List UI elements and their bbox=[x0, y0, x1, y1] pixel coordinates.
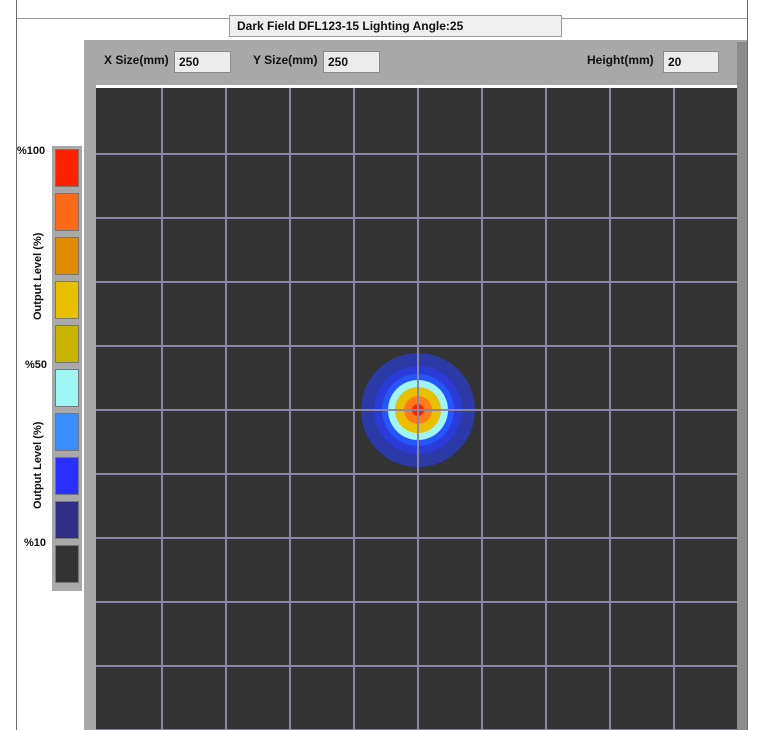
color-scale-swatch bbox=[55, 457, 79, 495]
y-size-label: Y Size(mm) bbox=[253, 53, 318, 67]
legend-10-label: %10 bbox=[24, 537, 47, 549]
output-level-axis-label-lower: Output Level (%) bbox=[32, 421, 44, 509]
color-scale-swatch bbox=[55, 413, 79, 451]
x-size-field[interactable]: 250 bbox=[174, 51, 231, 73]
plot-frame-edge bbox=[737, 42, 747, 730]
plot-top-edge bbox=[96, 85, 737, 88]
height-label: Height(mm) bbox=[587, 53, 654, 67]
window-left-border bbox=[16, 0, 17, 730]
y-size-field[interactable]: 250 bbox=[323, 51, 380, 73]
intensity-plot bbox=[96, 88, 737, 730]
color-scale-swatch bbox=[55, 281, 79, 319]
height-field[interactable]: 20 bbox=[663, 51, 719, 73]
output-level-axis-label-upper: Output Level (%) bbox=[32, 232, 44, 320]
color-scale-swatch bbox=[55, 325, 79, 363]
x-size-label: X Size(mm) bbox=[104, 53, 169, 67]
legend-50-label: %50 bbox=[25, 359, 48, 371]
color-scale-swatch bbox=[55, 237, 79, 275]
color-scale-swatch bbox=[55, 369, 79, 407]
window-title: Dark Field DFL123-15 Lighting Angle:25 bbox=[229, 15, 562, 37]
color-scale-swatch bbox=[55, 149, 79, 187]
color-scale-swatch bbox=[55, 501, 79, 539]
window-right-border bbox=[747, 0, 748, 730]
plot-grid bbox=[96, 88, 737, 730]
legend-100-label: %100 bbox=[17, 145, 46, 157]
color-scale-swatch bbox=[55, 193, 79, 231]
color-scale-swatch bbox=[55, 545, 79, 583]
